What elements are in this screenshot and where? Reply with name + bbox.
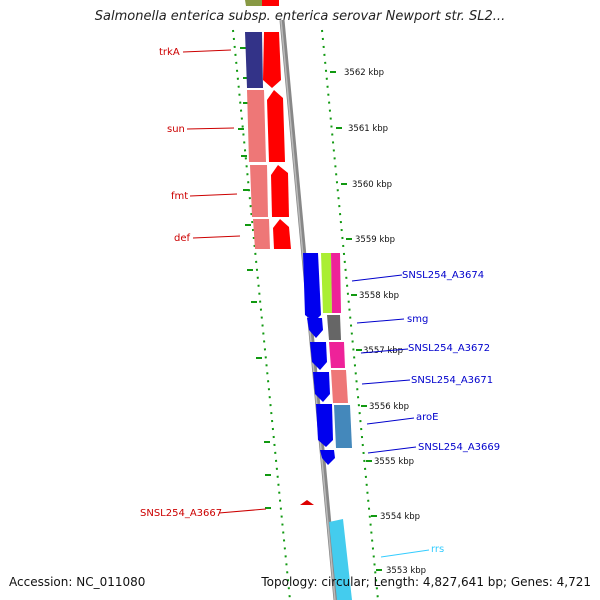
cog-bar-sun[interactable] xyxy=(247,90,266,162)
tick-3559: 3559 kbp xyxy=(355,235,395,245)
label-trka[interactable]: trkA xyxy=(159,47,180,58)
cog-bar-fmt[interactable] xyxy=(250,165,268,217)
cds-snsl254-a3674[interactable] xyxy=(303,253,321,322)
forward-labels: SNSL254_A3674 smg SNSL254_A3672 SNSL254_… xyxy=(351,270,500,558)
tick-3561: 3561 kbp xyxy=(348,124,388,134)
cds-smg[interactable] xyxy=(307,318,323,338)
genome-stats-text: Topology: circular; Length: 4,827,641 bp… xyxy=(261,575,591,589)
cds-snsl254-a3671[interactable] xyxy=(313,372,330,402)
label-snsl254-a3667[interactable]: SNSL254_A3667 xyxy=(140,508,222,519)
tick-3555: 3555 kbp xyxy=(374,457,414,467)
label-snsl254-a3671[interactable]: SNSL254_A3671 xyxy=(411,375,493,386)
reverse-strand-track xyxy=(245,0,291,249)
tick-3558: 3558 kbp xyxy=(359,291,399,301)
tick-3560: 3560 kbp xyxy=(352,180,392,190)
cds-snsl254-a3672[interactable] xyxy=(310,342,327,370)
tick-3562: 3562 kbp xyxy=(344,68,384,78)
cog-bar-def[interactable] xyxy=(253,219,270,249)
label-snsl254-a3669[interactable]: SNSL254_A3669 xyxy=(418,442,500,453)
label-snsl254-a3674[interactable]: SNSL254_A3674 xyxy=(402,270,484,281)
rrna-rrs[interactable] xyxy=(329,519,352,600)
label-def[interactable]: def xyxy=(174,233,191,244)
map-title: Salmonella enterica subsp. enterica sero… xyxy=(94,9,506,24)
marker-snsl254-a3667[interactable] xyxy=(300,500,314,505)
label-fmt[interactable]: fmt xyxy=(171,191,188,202)
cds-snsl254-a3669[interactable] xyxy=(320,450,335,465)
cds-def[interactable] xyxy=(273,219,291,249)
tick-3554: 3554 kbp xyxy=(380,512,420,522)
tick-3553: 3553 kbp xyxy=(386,566,426,576)
label-aroe[interactable]: aroE xyxy=(416,412,438,423)
label-rrs[interactable]: rrs xyxy=(431,544,444,555)
cds-trka[interactable] xyxy=(263,32,281,88)
cds-fmt[interactable] xyxy=(271,165,289,217)
cds-sun[interactable] xyxy=(267,90,285,162)
label-snsl254-a3672[interactable]: SNSL254_A3672 xyxy=(408,343,490,354)
cds-aroe[interactable] xyxy=(316,404,333,447)
reverse-labels: trkA sun fmt def SNSL254_A3667 xyxy=(140,47,267,519)
forward-strand-track xyxy=(303,253,352,600)
accession-text: Accession: NC_011080 xyxy=(9,575,146,589)
label-smg[interactable]: smg xyxy=(407,314,428,325)
cog-bar-trka[interactable] xyxy=(245,32,263,88)
label-sun[interactable]: sun xyxy=(167,124,185,135)
tick-3556: 3556 kbp xyxy=(369,402,409,412)
